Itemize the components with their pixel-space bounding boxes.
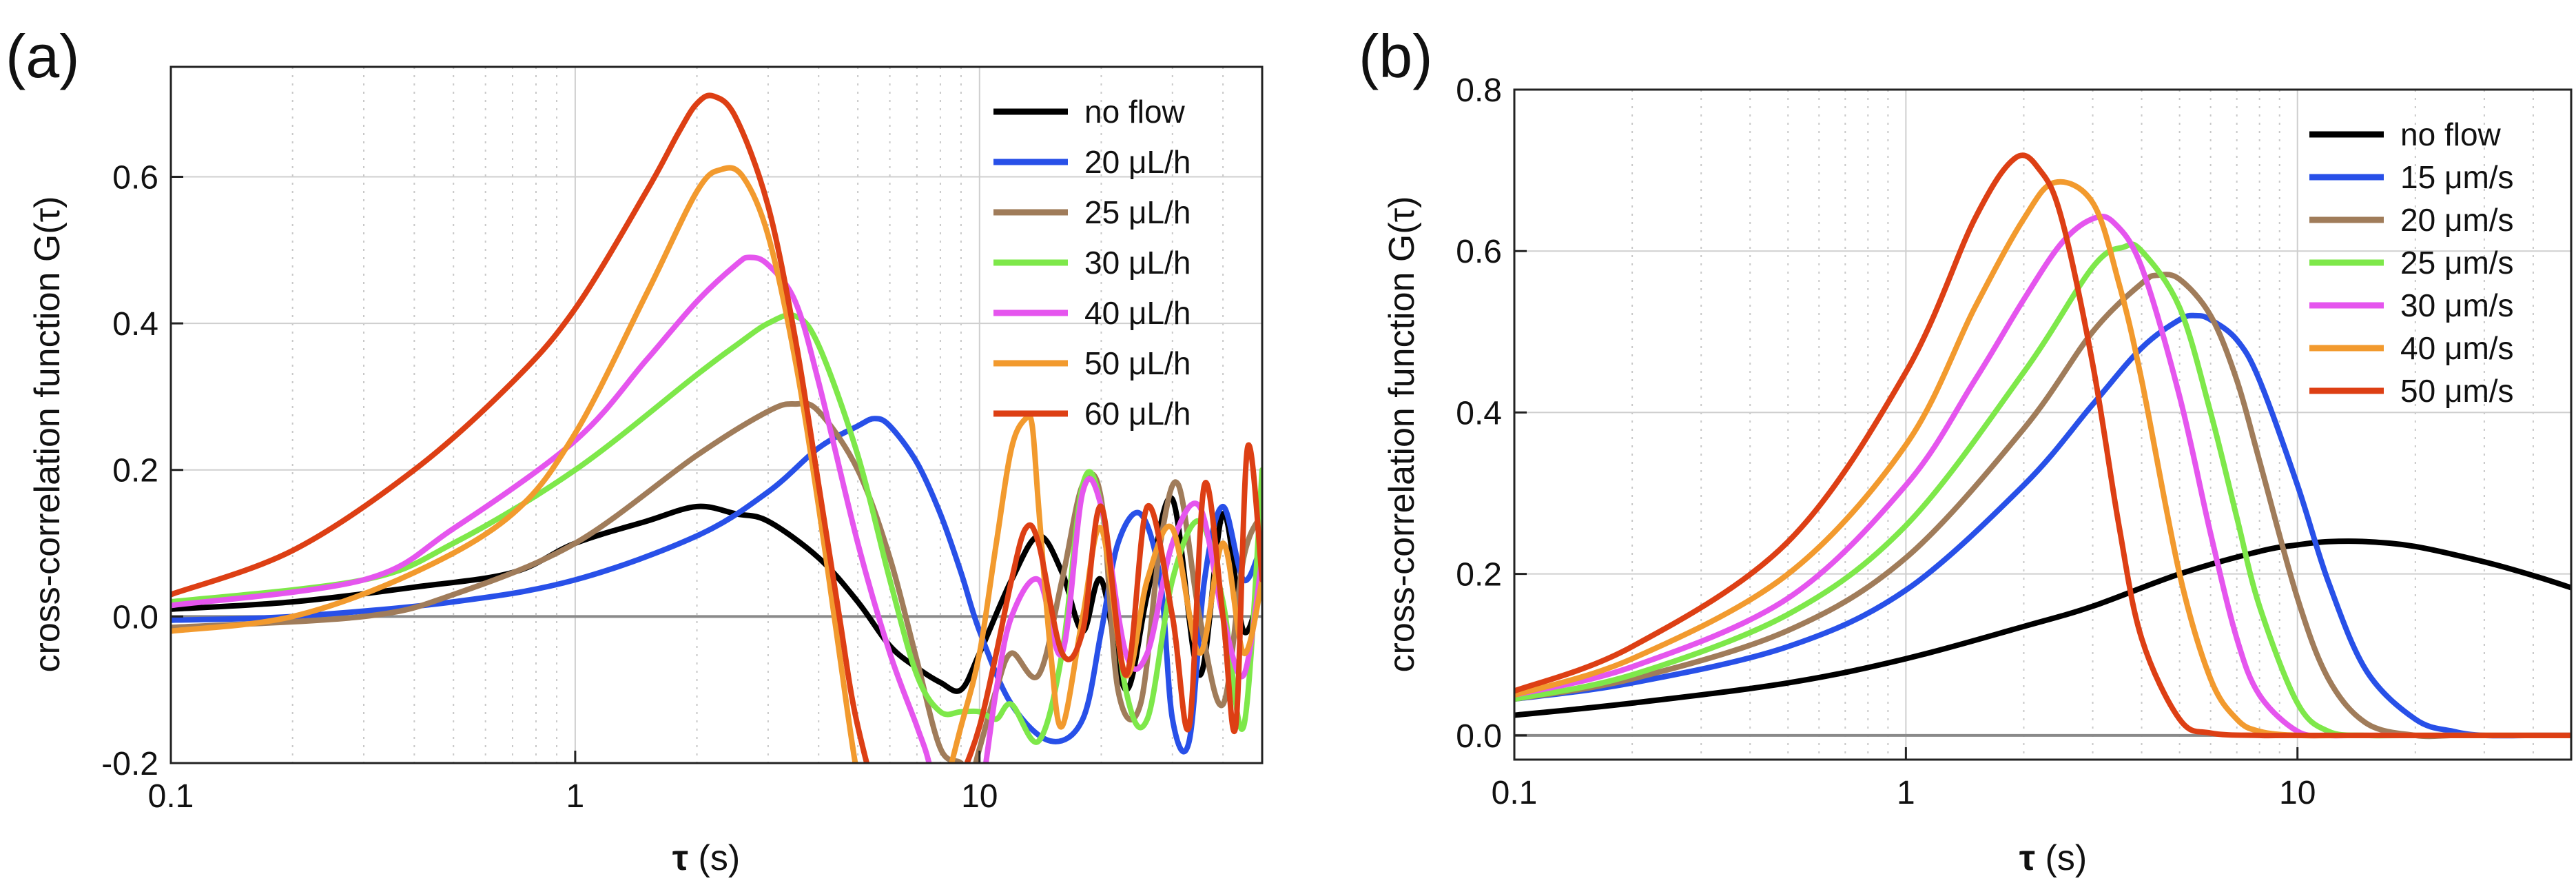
a-y-tick-label: 0.4 — [112, 306, 158, 343]
b-plot-area — [1514, 152, 2571, 740]
a-series-line — [171, 400, 1262, 763]
panel-b-ylabel: cross-correlation function G(τ) — [1382, 196, 1422, 673]
b-legend-label: 30 μm/s — [2400, 287, 2514, 323]
b-x-tick-label: 0.1 — [1492, 775, 1538, 811]
b-x-tick-label: 1 — [1897, 775, 1915, 811]
b-legend-label: 15 μm/s — [2400, 159, 2514, 195]
a-legend-label: 25 μL/h — [1084, 194, 1191, 230]
b-series-line — [1514, 241, 2571, 739]
b-series-line — [1514, 272, 2571, 740]
b-series-line — [1514, 312, 2571, 739]
panel-a-label: (a) — [6, 22, 80, 90]
a-plot-frame — [169, 65, 1264, 764]
a-series-line — [171, 92, 1262, 763]
b-y-tick-label: 0.4 — [1456, 395, 1502, 432]
a-legend-label: 40 μL/h — [1084, 295, 1191, 331]
b-legend: no flow 15 μm/s 20 μm/s 25 μm/s 30 μm/s 40 μm… — [2309, 116, 2514, 409]
panel-b-label: (b) — [1359, 22, 1433, 90]
b-series-line — [1514, 538, 2571, 718]
b-legend-label: 40 μm/s — [2400, 330, 2514, 366]
panel-b: (b) cross-correlation function G(τ) τ (s… — [1359, 22, 2573, 878]
b-legend-label: 25 μm/s — [2400, 245, 2514, 281]
a-x-tick-label: 0.1 — [148, 778, 194, 815]
b-y-tick-label: 0.0 — [1456, 718, 1502, 755]
b-x-tick-label: 10 — [2279, 775, 2316, 811]
a-y-tick-label: 0.2 — [112, 453, 158, 489]
b-legend-label: no flow — [2400, 116, 2502, 152]
a-x-tick-label: 1 — [566, 778, 585, 815]
a-x-tick-label: 10 — [961, 778, 998, 815]
a-plot-area — [171, 92, 1262, 763]
panel-b-xlabel: τ (s) — [2019, 838, 2087, 878]
b-legend-label: 50 μm/s — [2400, 373, 2514, 409]
panel-a-ylabel: cross-correlation function G(τ) — [28, 196, 68, 673]
a-legend-label: 50 μL/h — [1084, 345, 1191, 381]
b-legend-label: 20 μm/s — [2400, 202, 2514, 238]
b-y-tick-label: 0.6 — [1456, 234, 1502, 270]
a-legend-label: no flow — [1084, 94, 1186, 130]
a-y-tick-label: 0.0 — [112, 599, 158, 636]
a-legend-label: 20 μL/h — [1084, 144, 1191, 180]
a-legend-label: 60 μL/h — [1084, 396, 1191, 432]
panel-a-xlabel: τ (s) — [672, 838, 740, 878]
b-plot-frame — [1513, 88, 2573, 761]
a-y-tick-label: 0.6 — [112, 159, 158, 196]
b-series-line — [1514, 152, 2571, 739]
b-y-tick-label: 0.8 — [1456, 72, 1502, 109]
a-legend-label: 30 μL/h — [1084, 245, 1191, 281]
b-y-tick-label: 0.2 — [1456, 557, 1502, 593]
a-series-line — [171, 254, 1262, 763]
a-y-tick-label: -0.2 — [101, 746, 158, 782]
a-legend: no flow 20 μL/h 25 μL/h 30 μL/h 40 μL/h 50 μL… — [993, 94, 1191, 432]
a-series-line — [171, 165, 1262, 763]
panel-a: (a) cross-correlation function G(τ) τ (s… — [6, 22, 1264, 878]
